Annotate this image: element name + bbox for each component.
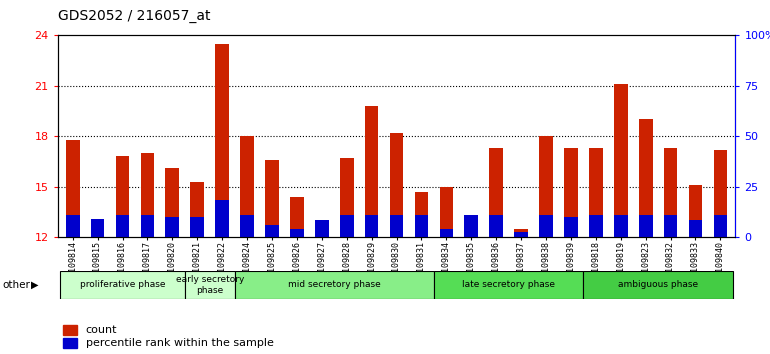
Bar: [116, 215, 129, 237]
Text: GDS2052 / 216057_at: GDS2052 / 216057_at: [58, 9, 210, 23]
Bar: [216, 200, 229, 237]
Bar: [240, 215, 254, 237]
Bar: [564, 148, 578, 237]
Bar: [414, 192, 428, 237]
Bar: [589, 215, 603, 237]
Legend: count, percentile rank within the sample: count, percentile rank within the sample: [63, 325, 273, 348]
Bar: [440, 187, 454, 237]
Bar: [714, 150, 727, 237]
Bar: [340, 215, 353, 237]
Bar: [714, 215, 727, 237]
Bar: [166, 168, 179, 237]
Bar: [91, 219, 105, 237]
Bar: [190, 217, 204, 237]
Bar: [66, 139, 79, 237]
Bar: [688, 185, 702, 237]
Bar: [185, 271, 235, 299]
Bar: [265, 160, 279, 237]
Bar: [340, 158, 353, 237]
Bar: [514, 232, 528, 237]
Bar: [91, 219, 105, 237]
Bar: [490, 148, 503, 237]
Bar: [66, 215, 79, 237]
Bar: [440, 229, 454, 237]
Bar: [614, 84, 628, 237]
Bar: [539, 136, 553, 237]
Bar: [315, 220, 329, 237]
Bar: [414, 215, 428, 237]
Bar: [390, 133, 403, 237]
Text: late secretory phase: late secretory phase: [462, 280, 555, 290]
Bar: [614, 215, 628, 237]
Bar: [290, 197, 303, 237]
Bar: [365, 106, 379, 237]
Bar: [290, 229, 303, 237]
Bar: [265, 225, 279, 237]
Bar: [490, 215, 503, 237]
Bar: [584, 271, 733, 299]
Bar: [564, 217, 578, 237]
Bar: [190, 182, 204, 237]
Bar: [589, 148, 603, 237]
Bar: [688, 220, 702, 237]
Bar: [664, 215, 678, 237]
Bar: [216, 44, 229, 237]
Bar: [639, 120, 652, 237]
Bar: [235, 271, 434, 299]
Bar: [166, 217, 179, 237]
Text: ▶: ▶: [31, 280, 38, 290]
Bar: [434, 271, 584, 299]
Text: ambiguous phase: ambiguous phase: [618, 280, 698, 290]
Text: early secretory
phase: early secretory phase: [176, 275, 244, 295]
Bar: [639, 215, 652, 237]
Bar: [315, 220, 329, 237]
Bar: [390, 215, 403, 237]
Text: other: other: [2, 280, 30, 290]
Bar: [514, 229, 528, 237]
Bar: [116, 156, 129, 237]
Text: mid secretory phase: mid secretory phase: [288, 280, 380, 290]
Bar: [464, 215, 478, 237]
Bar: [240, 136, 254, 237]
Bar: [60, 271, 185, 299]
Bar: [365, 215, 379, 237]
Bar: [539, 215, 553, 237]
Bar: [141, 215, 154, 237]
Bar: [141, 153, 154, 237]
Text: proliferative phase: proliferative phase: [80, 280, 166, 290]
Bar: [464, 215, 478, 237]
Bar: [664, 148, 678, 237]
